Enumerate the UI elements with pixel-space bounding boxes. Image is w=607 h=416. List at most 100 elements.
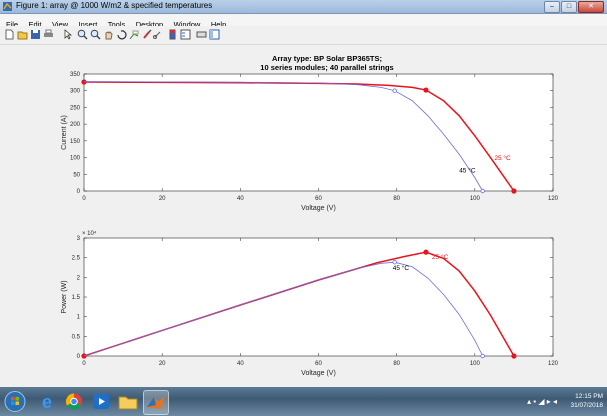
chart-title: Array type: BP Solar BP365TS; <box>272 54 382 63</box>
rotate-icon[interactable] <box>116 29 127 40</box>
matlab-figure-icon <box>3 2 12 11</box>
x-axis-label: Voltage (V) <box>301 370 336 377</box>
system-tray-icons[interactable]: ▴ ▪ ◢ ▸ ◂ <box>527 397 557 406</box>
series-marker <box>511 188 517 194</box>
x-tick-label: 40 <box>237 361 244 367</box>
figure-canvas: Array type: BP Solar BP365TS; 10 series … <box>0 45 607 387</box>
explorer-icon[interactable] <box>116 390 140 413</box>
clock-time: 12:15 PM <box>575 393 603 400</box>
media-icon[interactable] <box>89 390 113 413</box>
chrome-icon[interactable] <box>62 390 86 413</box>
menu-file[interactable]: File <box>6 20 19 29</box>
temperature-annotation: 25 °C <box>494 154 511 162</box>
current-voltage-axes: 0 20 40 60 80 100 120 0 50 100 150 200 250 300 350 Volt… <box>61 72 559 212</box>
pan-icon[interactable] <box>103 29 114 40</box>
menu-desktop[interactable]: Desktop <box>135 20 164 29</box>
minimize-button[interactable]: – <box>544 1 560 13</box>
hide-plot-tools-icon[interactable] <box>196 29 207 40</box>
y-tick-label: 2.5 <box>72 256 81 262</box>
y-tick-label: 0 <box>77 189 81 195</box>
series-marker <box>392 259 397 265</box>
series-marker <box>511 353 517 359</box>
x-tick-label: 120 <box>548 361 559 367</box>
series-marker <box>423 249 429 255</box>
temperature-annotation: 45 °C <box>459 167 476 175</box>
maximize-button[interactable]: □ <box>561 1 577 13</box>
window-titlebar: Figure 1: array @ 1000 W/m2 & specified … <box>0 0 607 14</box>
x-tick-label: 60 <box>315 196 322 202</box>
ie-icon[interactable]: e <box>35 390 59 413</box>
x-tick-label: 0 <box>82 361 86 367</box>
x-tick-label: 100 <box>470 361 481 367</box>
x-tick-label: 100 <box>470 196 481 202</box>
figure-plots: Array type: BP Solar BP365TS; 10 series … <box>61 54 559 377</box>
axes-box <box>83 73 554 192</box>
menu-insert[interactable]: Insert <box>78 20 98 29</box>
x-tick-label: 40 <box>237 196 244 202</box>
x-tick-label: 20 <box>159 361 166 367</box>
colorbar-icon[interactable] <box>167 29 178 40</box>
x-tick-label: 80 <box>393 196 400 202</box>
y-tick-label: 1.5 <box>72 295 81 301</box>
menu-help[interactable]: Help <box>210 20 227 29</box>
menu-view[interactable]: View <box>51 20 69 29</box>
series-marker <box>392 88 397 93</box>
temperature-annotation: 25 °C <box>432 253 449 261</box>
link-icon[interactable] <box>152 29 163 40</box>
y-axis-label: Current (A) <box>61 115 68 150</box>
show-plot-tools-icon[interactable] <box>209 29 220 40</box>
data-cursor-icon[interactable] <box>129 29 140 40</box>
y-tick-label: 0 <box>77 354 81 360</box>
new-icon[interactable] <box>4 29 15 40</box>
figure-toolbar <box>0 26 607 45</box>
zoom-in-icon[interactable] <box>77 29 88 40</box>
window-controls: – □ ✕ <box>544 1 604 13</box>
y-exponent-label: × 10⁴ <box>82 230 97 237</box>
y-tick-label: 2 <box>77 275 81 281</box>
svg-text:e: e <box>42 392 52 412</box>
save-icon[interactable] <box>30 29 41 40</box>
print-icon[interactable] <box>43 29 54 40</box>
series-marker <box>423 87 429 93</box>
start-orb-icon[interactable] <box>3 390 27 413</box>
windows-taskbar: e ▴ ▪ ◢ ▸ ◂ 12:15 PM 31/07/2018 <box>0 387 607 416</box>
y-tick-label: 150 <box>70 139 81 145</box>
pointer-icon[interactable] <box>62 29 73 40</box>
x-tick-label: 0 <box>82 196 86 202</box>
y-tick-label: 100 <box>70 156 81 162</box>
series-line-25c <box>83 81 515 192</box>
axes-box <box>83 237 554 357</box>
y-tick-label: 200 <box>70 122 81 128</box>
x-tick-label: 60 <box>315 361 322 367</box>
x-tick-label: 20 <box>159 196 166 202</box>
y-tick-label: 300 <box>70 89 81 95</box>
power-voltage-axes: 0 20 40 60 80 100 120 0 0.5 1 1.5 2 2.5 3 Voltage (V) P… <box>61 230 559 377</box>
y-tick-label: 1 <box>77 315 81 321</box>
menu-edit[interactable]: Edit <box>28 20 42 29</box>
zoom-out-icon[interactable] <box>90 29 101 40</box>
chart-subtitle: 10 series modules; 40 parallel strings <box>260 63 393 72</box>
close-button[interactable]: ✕ <box>578 1 604 13</box>
brush-icon[interactable] <box>142 29 153 40</box>
clock-date: 31/07/2018 <box>570 402 603 409</box>
x-tick-label: 80 <box>393 361 400 367</box>
menu-bar: File Edit View Insert Tools Desktop Wind… <box>0 14 607 29</box>
menu-window[interactable]: Window <box>173 20 201 29</box>
x-axis-label: Voltage (V) <box>301 205 336 212</box>
temperature-annotation: 45 °C <box>393 264 410 272</box>
x-tick-label: 120 <box>548 196 559 202</box>
y-tick-label: 0.5 <box>72 334 81 340</box>
menu-tools[interactable]: Tools <box>107 20 126 29</box>
open-icon[interactable] <box>17 29 28 40</box>
window-title: Figure 1: array @ 1000 W/m2 & specified … <box>16 1 213 10</box>
series-marker <box>480 188 485 194</box>
taskbar-clock[interactable]: 12:15 PM 31/07/2018 <box>570 392 603 410</box>
legend-icon[interactable] <box>180 29 191 40</box>
y-tick-label: 250 <box>70 105 81 111</box>
y-tick-label: 50 <box>73 172 80 178</box>
y-tick-label: 3 <box>77 236 81 242</box>
y-tick-label: 350 <box>70 72 81 78</box>
y-axis-label: Power (W) <box>61 280 68 313</box>
series-marker <box>480 353 485 359</box>
matlab-icon[interactable] <box>143 390 169 415</box>
